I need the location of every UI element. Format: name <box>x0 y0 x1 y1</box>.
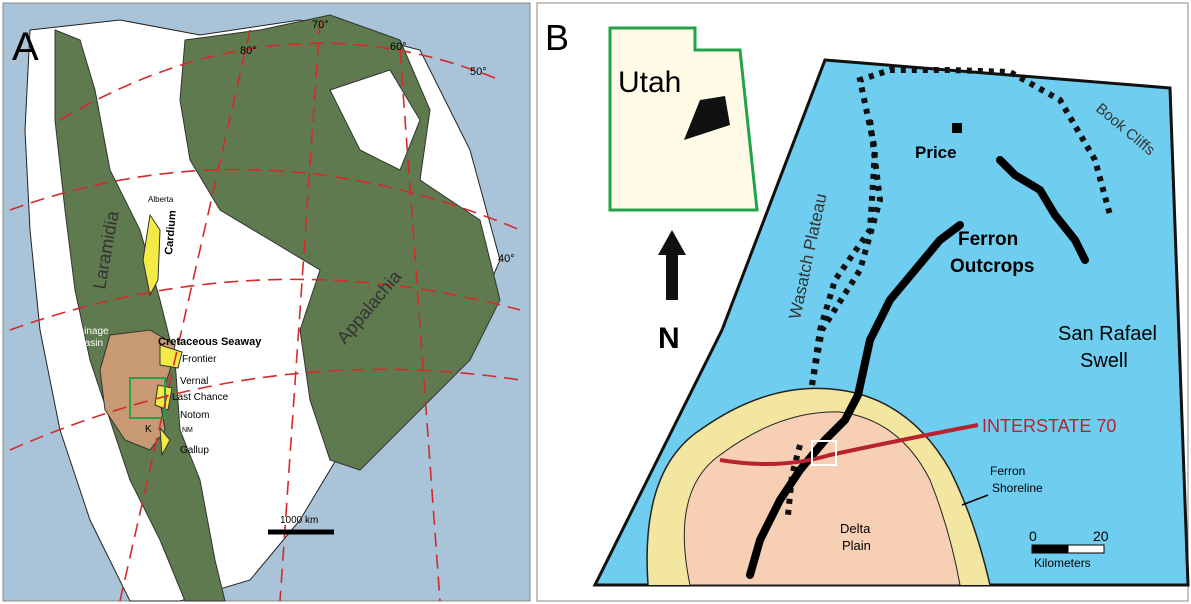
feature-label: Outcrops <box>950 256 1034 277</box>
locality-label: Gallup <box>180 445 209 456</box>
scale-label: 0 <box>1029 528 1037 544</box>
region-label: Basin <box>78 338 103 349</box>
panel-label: B <box>545 17 569 58</box>
feature-label: Plain <box>842 538 871 553</box>
graticule-label: 70° <box>312 19 329 31</box>
feature-label: INTERSTATE 70 <box>982 416 1116 436</box>
panel-b: B Utah N Book Cliffs Price Wasatch Plate… <box>537 3 1188 601</box>
figure: A 80° 70° 60° 50° 40° Laramidia Appalach… <box>0 0 1191 604</box>
graticule-label: 50° <box>470 66 487 78</box>
scale-label: 1000 km <box>280 515 318 526</box>
locality-label: NM <box>182 427 193 434</box>
locality-label: Frontier <box>182 354 217 365</box>
region-label: Drainage <box>68 326 109 337</box>
scale-bar <box>1032 545 1068 553</box>
utah-outline <box>610 28 757 210</box>
locality-label: Vernal <box>180 376 208 387</box>
feature-label: Ferron <box>958 229 1018 250</box>
panel-a: A 80° 70° 60° 50° 40° Laramidia Appalach… <box>3 3 530 601</box>
feature-label: Shoreline <box>992 481 1043 495</box>
scale-label: 20 <box>1093 528 1109 544</box>
feature-label: Swell <box>1080 350 1128 372</box>
feature-label: Price <box>915 143 957 162</box>
locality-label: K <box>145 424 152 435</box>
state-label: Utah <box>618 66 681 99</box>
locality-label: Last Chance <box>172 392 229 403</box>
price-marker <box>952 123 962 133</box>
region-label: Cretaceous Seaway <box>158 336 262 348</box>
feature-label: Delta <box>840 521 871 536</box>
feature-label: San Rafael <box>1058 323 1157 345</box>
graticule-label: 40° <box>498 253 515 265</box>
scale-bar <box>1068 545 1104 553</box>
panel-label: A <box>12 25 39 69</box>
locality-label: Notom <box>180 410 209 421</box>
feature-label: Ferron <box>990 464 1025 478</box>
graticule-label: 60° <box>390 41 407 53</box>
locality-label: Alberta <box>148 195 174 204</box>
scale-label: Kilometers <box>1034 556 1091 570</box>
north-label: N <box>658 322 680 355</box>
graticule-label: 80° <box>240 45 257 57</box>
